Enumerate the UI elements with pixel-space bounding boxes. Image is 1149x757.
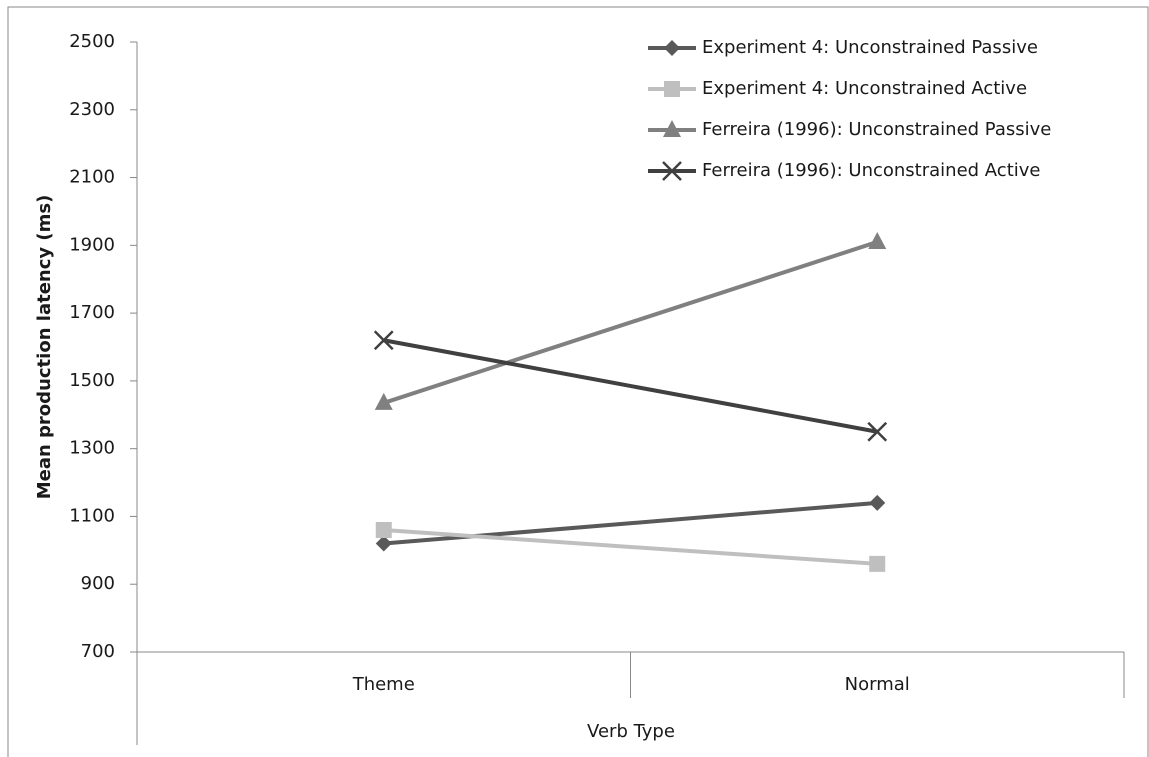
marker [868,231,887,249]
legend-marker [662,161,682,181]
y-tick-label: 1900 [69,234,115,255]
legend-marker [664,40,680,56]
legend-marker [664,81,680,97]
line [383,240,878,405]
marker [373,330,394,351]
marker [867,421,888,442]
y-tick-label: 1700 [69,302,115,323]
y-tick-label: 700 [81,641,115,662]
legend-label: Experiment 4: Unconstrained Active [702,78,1027,99]
legend-label: Ferreira (1996): Unconstrained Active [702,160,1040,181]
y-tick-label: 1500 [69,370,115,391]
marker [869,555,886,572]
chart-frame [7,6,1149,757]
x-tick-label: Theme [352,674,415,695]
y-tick-label: 900 [81,573,115,594]
line [383,500,878,546]
line [383,338,878,434]
legend-label: Ferreira (1996): Unconstrained Passive [702,119,1051,140]
y-tick-label: 2500 [69,31,115,52]
marker [375,535,392,552]
marker [374,392,393,410]
y-tick-label: 1100 [69,505,115,526]
y-tick-label: 1300 [69,438,115,459]
y-tick-label: 2300 [69,99,115,120]
x-axis-label: Verb Type [587,721,675,742]
x-tick-label: Normal [845,674,910,695]
marker [869,494,886,511]
line [383,528,878,566]
y-tick-label: 2100 [69,167,115,188]
y-axis-label: Mean production latency (ms) [34,195,55,500]
legend-marker [663,120,681,137]
marker [375,522,392,538]
legend-label: Experiment 4: Unconstrained Passive [702,37,1038,58]
